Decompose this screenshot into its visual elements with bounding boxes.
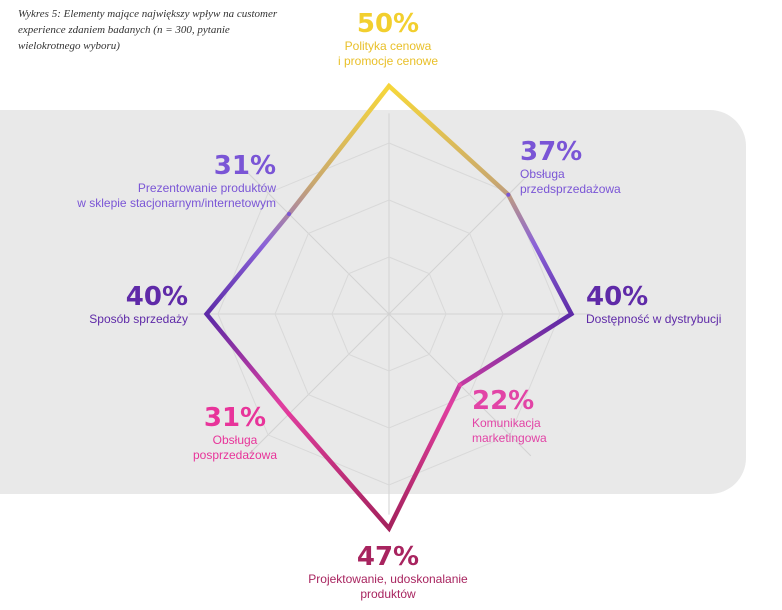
label-prezentowanie-produktow: 31% Prezentowanie produktów w sklepie st… bbox=[20, 152, 276, 211]
label-obsluga-posprzedazowa: 31% Obsługa posprzedażowa bbox=[160, 404, 310, 463]
category-label-line1: Obsługa bbox=[212, 433, 258, 447]
category-label-line1: Prezentowanie produktów bbox=[137, 181, 276, 195]
chart-caption: Wykres 5: Elementy mające największy wpł… bbox=[18, 8, 278, 52]
label-obsluga-przedsprzedazowa: 37% Obsługa przedsprzedażowa bbox=[520, 138, 700, 197]
radar-grid-ring bbox=[274, 199, 504, 429]
value-label: 37% bbox=[520, 137, 583, 167]
radar-spoke bbox=[246, 313, 390, 457]
category-label-line2: posprzedażowa bbox=[192, 448, 278, 462]
category-label-line1: Polityka cenowa bbox=[344, 39, 432, 53]
radar-data-point bbox=[457, 382, 462, 387]
label-komunikacja-marketingowa: 22% Komunikacja marketingowa bbox=[472, 387, 632, 446]
category-label-line2: w sklepie stacjonarnym/internetowym bbox=[77, 196, 276, 210]
value-label: 31% bbox=[213, 151, 276, 181]
value-label: 40% bbox=[125, 282, 188, 312]
value-label: 22% bbox=[472, 386, 535, 416]
category-label-line2: marketingowa bbox=[472, 431, 547, 445]
radar-grid-ring bbox=[331, 256, 447, 372]
radar-data-point bbox=[387, 526, 391, 531]
radar-data-point bbox=[204, 312, 209, 316]
radar-data-point bbox=[387, 84, 391, 88]
value-label: 50% bbox=[356, 9, 420, 39]
radar-data-point bbox=[506, 192, 511, 197]
label-sposob-sprzedazy: 40% Sposób sprzedaży bbox=[20, 283, 188, 327]
chart-background-band bbox=[0, 110, 746, 494]
category-label-line1: Projektowanie, udoskonalanie bbox=[308, 572, 468, 586]
category-label-line2: produktów bbox=[360, 587, 416, 601]
radar-data-point bbox=[569, 312, 574, 316]
category-label-line1: Obsługa bbox=[520, 167, 565, 181]
category-label-line1: Sposób sprzedaży bbox=[89, 312, 188, 326]
radar-spoke bbox=[246, 171, 390, 315]
value-label: 31% bbox=[203, 403, 267, 433]
category-label-line1: Komunikacja bbox=[472, 416, 541, 430]
value-label: 47% bbox=[356, 542, 420, 572]
radar-data-point bbox=[287, 212, 291, 216]
category-label-line2: przedsprzedażowa bbox=[520, 182, 621, 196]
label-polityka-cenowa: 50% Polityka cenowa i promocje cenowe bbox=[300, 10, 476, 69]
radar-data-point bbox=[287, 412, 291, 416]
value-label: 40% bbox=[586, 282, 649, 312]
category-label-line1: Dostępność w dystrybucji bbox=[586, 312, 722, 326]
label-dostepnosc-w-dystrybucji: 40% Dostępność w dystrybucji bbox=[586, 283, 776, 327]
label-projektowanie-produktow: 47% Projektowanie, udoskonalanie produkt… bbox=[278, 543, 498, 602]
category-label-line2: i promocje cenowe bbox=[337, 54, 439, 68]
